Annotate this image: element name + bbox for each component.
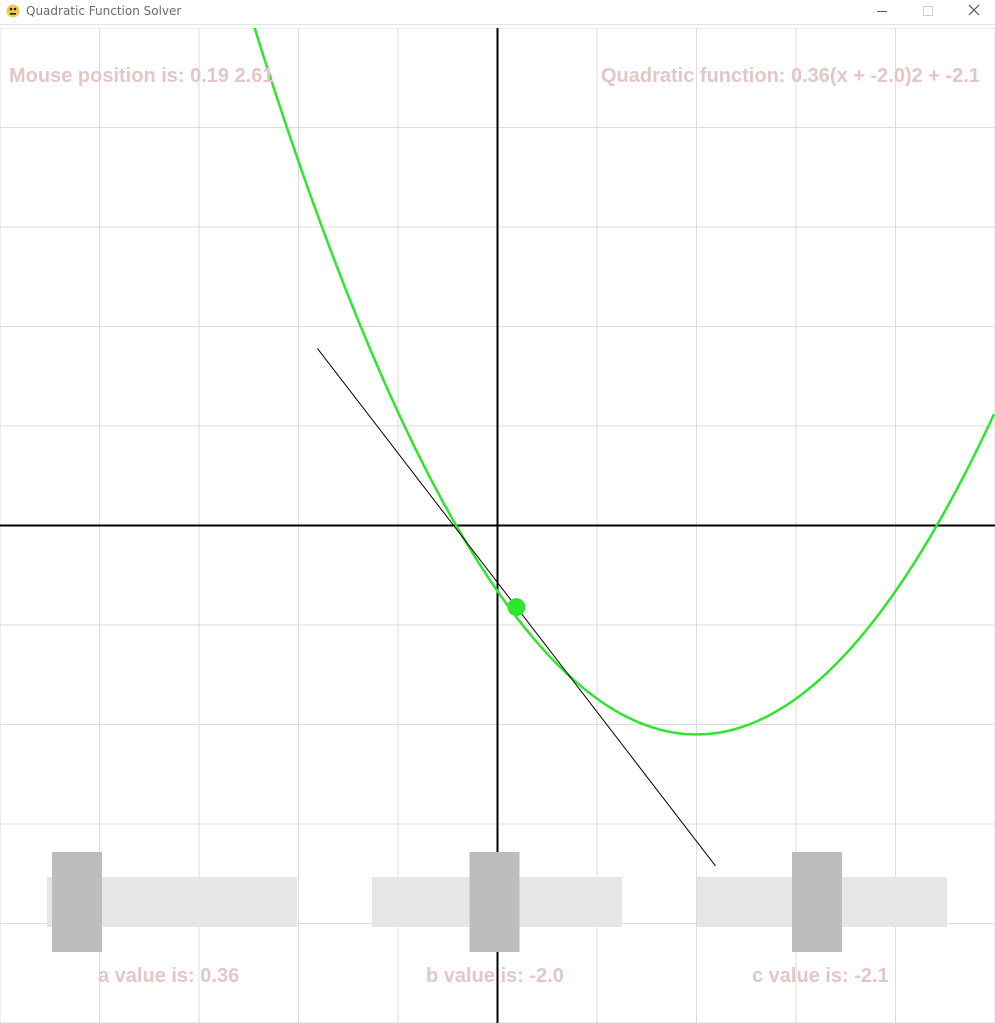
close-icon	[968, 4, 980, 16]
title-bar: Quadratic Function Solver	[0, 0, 995, 25]
close-button[interactable]	[950, 0, 995, 24]
maximize-button[interactable]	[905, 0, 951, 24]
minimize-icon	[877, 11, 887, 12]
mouse-position-readout: Mouse position is: 0.19 2.61	[9, 65, 274, 87]
b-slider-handle[interactable]	[469, 852, 520, 952]
b-value-label: b value is: -2.0	[426, 965, 564, 987]
function-readout: Quadratic function: 0.36(x + -2.0)2 + -2…	[601, 65, 981, 87]
a-value-label: a value is: 0.36	[98, 965, 240, 987]
window-title: Quadratic Function Solver	[26, 4, 182, 18]
c-value-label: c value is: -2.1	[752, 965, 889, 987]
maximize-icon	[923, 6, 933, 16]
c-slider-handle[interactable]	[792, 852, 842, 952]
a-slider-handle[interactable]	[52, 852, 102, 952]
python-snake-icon	[6, 4, 20, 18]
parabola-curve	[253, 28, 995, 736]
curve-point[interactable]	[507, 598, 526, 617]
minimize-button[interactable]	[859, 0, 905, 24]
graph-canvas[interactable]	[0, 28, 995, 1023]
